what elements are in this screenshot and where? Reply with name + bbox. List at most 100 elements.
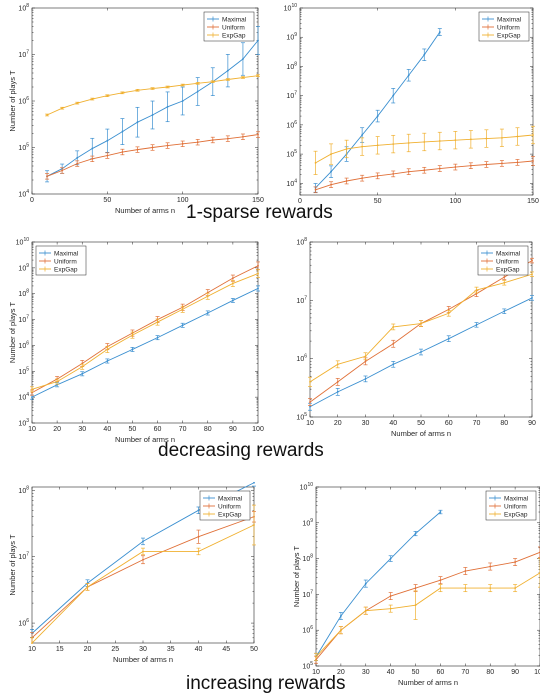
data-point [231,282,234,285]
data-point [389,607,392,610]
x-axis-label: Number of arms n [391,429,451,438]
data-point [376,174,379,177]
data-point [121,151,124,153]
x-tick-label: 150 [527,198,539,205]
data-point [464,570,467,572]
legend-label: Uniform [497,24,520,31]
data-point [438,31,441,33]
data-point [439,511,442,513]
data-point [257,74,259,77]
x-tick-label: 10 [312,669,320,676]
y-tick-label: 107 [18,315,29,325]
legend-box [203,11,255,42]
legend-box [199,490,251,521]
data-point [423,141,426,143]
data-point [423,53,426,56]
data-point [345,180,348,182]
data-point [314,161,317,164]
x-tick-label: 40 [195,646,203,653]
data-point [423,169,426,172]
data-point [439,579,442,582]
data-point [106,154,109,157]
series-uniform [313,156,535,194]
x-axis-label: Number of arms n [398,678,458,687]
data-point [531,297,533,299]
data-point [156,321,159,323]
x-tick-label: 50 [129,426,137,433]
data-point [257,287,259,290]
series-line [309,260,533,403]
x-tick-label: 30 [78,426,86,433]
data-point [181,142,184,145]
data-point [31,396,33,399]
series-uniform [308,257,534,406]
data-point [330,153,332,155]
x-tick-label: 50 [250,646,258,653]
legend-label: Uniform [54,258,77,265]
data-point [131,334,134,337]
y-tick-label: 104 [18,189,29,199]
data-point [166,86,169,88]
series-expgap [314,558,540,661]
y-tick-label: 107 [286,91,297,101]
series-maximal [308,295,534,411]
chart-increasing-left: 10 15 20 25 30 35 40 45 50 106 107 108 Number of arm… [8,481,258,664]
data-point [469,164,472,167]
data-point [392,326,395,328]
plot-frame [31,241,259,424]
data-point [151,87,154,90]
legend-label: Uniform [496,258,519,265]
data-point [392,172,395,175]
data-point [253,524,255,526]
data-point [501,162,503,165]
data-point [309,405,311,408]
x-tick-label: 40 [389,420,397,427]
data-point [532,134,534,136]
legend-label: Maximal [222,16,247,23]
series-line [31,273,259,390]
series-maximal [313,28,442,193]
legend-label: ExpGap [222,32,246,39]
y-tick-label: 105 [286,149,297,159]
data-point [136,121,139,124]
x-tick-label: 10 [28,646,36,653]
series-line [315,572,540,658]
y-tick-label: 1010 [284,3,298,13]
data-point [142,558,144,561]
legend-label: Maximal [504,495,529,502]
data-point [181,100,184,102]
series-line [31,516,255,639]
x-tick-label: 60 [437,669,445,676]
series-expgap [30,504,256,644]
data-point [364,355,367,358]
data-point [226,78,229,81]
data-point [414,532,417,535]
data-point [196,141,199,144]
y-tick-label: 108 [302,554,313,564]
data-point [142,540,144,543]
data-point [257,39,259,42]
x-tick-label: 70 [473,420,481,427]
series-line [46,134,259,177]
data-point [257,272,259,275]
y-tick-label: 107 [296,295,307,305]
y-tick-label: 1010 [16,237,30,247]
data-point [46,175,48,178]
data-point [464,587,467,589]
plot-frame [299,7,534,196]
data-point [447,312,450,315]
legend-label: Maximal [497,16,522,23]
data-point [196,82,199,85]
data-point [392,363,395,366]
series-line [309,273,533,383]
data-point [330,183,332,186]
data-point [166,144,169,147]
x-tick-label: 10 [28,426,36,433]
x-tick-label: 40 [387,669,395,676]
data-point [414,587,417,589]
data-point [166,105,169,108]
